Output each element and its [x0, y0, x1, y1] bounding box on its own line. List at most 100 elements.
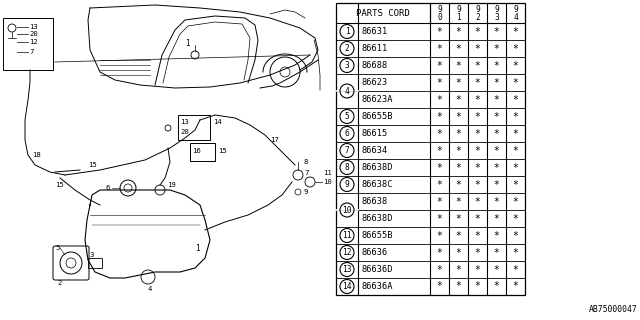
Text: *: *	[436, 44, 442, 53]
Text: *: *	[513, 265, 518, 275]
Text: 8: 8	[344, 163, 349, 172]
Text: *: *	[436, 247, 442, 258]
Text: 1: 1	[456, 13, 461, 22]
Text: *: *	[493, 94, 499, 105]
Text: 10: 10	[323, 179, 332, 185]
Text: *: *	[513, 77, 518, 87]
Text: *: *	[475, 265, 481, 275]
Text: *: *	[493, 60, 499, 70]
Text: 8: 8	[304, 159, 308, 165]
Text: 6: 6	[344, 129, 349, 138]
Text: *: *	[436, 230, 442, 241]
Text: 13: 13	[29, 24, 38, 30]
Text: *: *	[475, 27, 481, 36]
Text: 18: 18	[32, 152, 41, 158]
Text: PARTS CORD: PARTS CORD	[356, 9, 410, 18]
Text: *: *	[513, 196, 518, 206]
Text: *: *	[456, 163, 461, 172]
Text: *: *	[436, 111, 442, 122]
Text: 7: 7	[29, 49, 33, 55]
Text: *: *	[513, 230, 518, 241]
Text: 86638D: 86638D	[362, 214, 394, 223]
Text: 2: 2	[57, 280, 61, 286]
Text: 5: 5	[55, 245, 60, 251]
Text: *: *	[493, 27, 499, 36]
Text: 4: 4	[344, 86, 349, 95]
Text: *: *	[513, 94, 518, 105]
Text: 11: 11	[342, 231, 352, 240]
Text: *: *	[436, 163, 442, 172]
Text: *: *	[513, 60, 518, 70]
Text: 14: 14	[213, 119, 221, 125]
Text: 13: 13	[342, 265, 352, 274]
Text: 86655B: 86655B	[362, 112, 394, 121]
Text: 16: 16	[192, 148, 201, 154]
Text: 4: 4	[513, 13, 518, 22]
Text: 86638D: 86638D	[362, 163, 394, 172]
Text: *: *	[493, 265, 499, 275]
Text: *: *	[456, 282, 461, 292]
Text: 86631: 86631	[362, 27, 388, 36]
Text: *: *	[513, 146, 518, 156]
Text: *: *	[493, 180, 499, 189]
Text: *: *	[493, 129, 499, 139]
Text: 20: 20	[29, 31, 38, 37]
Text: *: *	[436, 282, 442, 292]
Text: *: *	[493, 44, 499, 53]
Text: 86623: 86623	[362, 78, 388, 87]
Text: *: *	[493, 247, 499, 258]
Text: *: *	[436, 94, 442, 105]
Text: *: *	[436, 129, 442, 139]
Text: 12: 12	[29, 39, 38, 45]
Text: *: *	[475, 282, 481, 292]
Text: 2: 2	[475, 13, 480, 22]
Text: 86611: 86611	[362, 44, 388, 53]
Text: 20: 20	[180, 129, 189, 135]
Text: *: *	[456, 94, 461, 105]
Text: 19: 19	[167, 182, 176, 188]
Text: 1: 1	[344, 27, 349, 36]
Text: 11: 11	[323, 170, 332, 176]
Text: *: *	[475, 146, 481, 156]
Text: 17: 17	[270, 137, 279, 143]
Text: *: *	[456, 111, 461, 122]
Text: *: *	[475, 94, 481, 105]
Text: 86688: 86688	[362, 61, 388, 70]
Text: *: *	[513, 44, 518, 53]
Text: 15: 15	[55, 182, 64, 188]
Text: *: *	[436, 77, 442, 87]
Text: *: *	[493, 196, 499, 206]
Text: *: *	[475, 44, 481, 53]
Text: *: *	[493, 230, 499, 241]
Text: *: *	[513, 282, 518, 292]
Text: *: *	[513, 27, 518, 36]
Text: 3: 3	[494, 13, 499, 22]
Bar	[178, 115, 210, 140]
Bar	[88, 258, 102, 268]
Text: 5: 5	[344, 112, 349, 121]
Text: *: *	[456, 27, 461, 36]
Text: *: *	[456, 247, 461, 258]
Text: *: *	[456, 230, 461, 241]
Text: *: *	[456, 77, 461, 87]
Bar	[336, 3, 525, 295]
Text: 86655B: 86655B	[362, 231, 394, 240]
Text: *: *	[475, 180, 481, 189]
Text: *: *	[456, 213, 461, 223]
Text: *: *	[493, 213, 499, 223]
Text: *: *	[475, 60, 481, 70]
Text: 3: 3	[344, 61, 349, 70]
Text: 7: 7	[304, 170, 308, 176]
Text: *: *	[456, 129, 461, 139]
Text: *: *	[456, 196, 461, 206]
Text: *: *	[513, 247, 518, 258]
Text: *: *	[475, 129, 481, 139]
Text: *: *	[456, 44, 461, 53]
Text: 1: 1	[195, 244, 200, 252]
Text: AB75000047: AB75000047	[589, 305, 638, 314]
Text: 12: 12	[342, 248, 352, 257]
Text: *: *	[475, 77, 481, 87]
Text: *: *	[436, 196, 442, 206]
Bar	[3, 18, 53, 70]
Text: 9: 9	[513, 4, 518, 13]
